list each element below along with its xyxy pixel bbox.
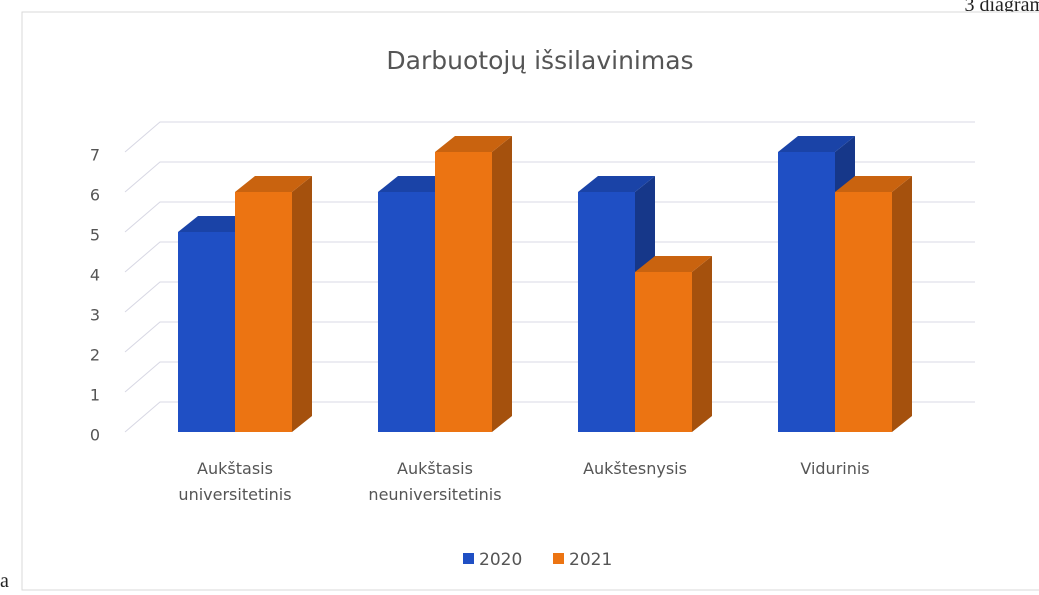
bar — [835, 192, 892, 432]
bar — [635, 272, 692, 432]
bar — [178, 232, 235, 432]
grid-line — [124, 161, 975, 193]
y-tick-label: 5 — [90, 226, 100, 245]
grid-line — [124, 241, 975, 273]
x-tick-label: Vidurinis — [800, 459, 870, 478]
bar-top — [435, 136, 512, 152]
legend-swatch — [553, 553, 564, 564]
y-tick-label: 3 — [90, 306, 100, 325]
page-footer: a — [0, 570, 9, 592]
grid-line — [124, 121, 975, 153]
bar-side — [892, 176, 912, 432]
y-tick-label: 0 — [90, 426, 100, 445]
x-tick-label: Aukštasis universitetinis — [178, 459, 292, 504]
bar-side — [292, 176, 312, 432]
bar — [778, 152, 835, 432]
bar-top — [235, 176, 312, 192]
x-tick-label: Aukštesnysis — [583, 459, 687, 478]
bar-side — [492, 136, 512, 432]
bar — [235, 192, 292, 432]
legend-label: 2020 — [479, 550, 522, 570]
y-tick-label: 4 — [90, 266, 100, 285]
bar-side — [692, 256, 712, 432]
bar-top — [835, 176, 912, 192]
legend-label: 2021 — [569, 550, 612, 570]
bar-top — [778, 136, 855, 152]
y-tick-label: 1 — [90, 386, 100, 405]
bar-top — [578, 176, 655, 192]
y-tick-label: 2 — [90, 346, 100, 365]
bar-top — [635, 256, 712, 272]
chart-title: Darbuotojų išsilavinimas — [386, 46, 693, 75]
bar — [578, 192, 635, 432]
x-tick-label: Aukštasis neuniversitetinis — [368, 459, 502, 504]
bar — [378, 192, 435, 432]
y-tick-label: 7 — [90, 146, 100, 165]
legend-swatch — [463, 553, 474, 564]
y-tick-label: 6 — [90, 186, 100, 205]
bar — [435, 152, 492, 432]
grid-line — [124, 201, 975, 233]
